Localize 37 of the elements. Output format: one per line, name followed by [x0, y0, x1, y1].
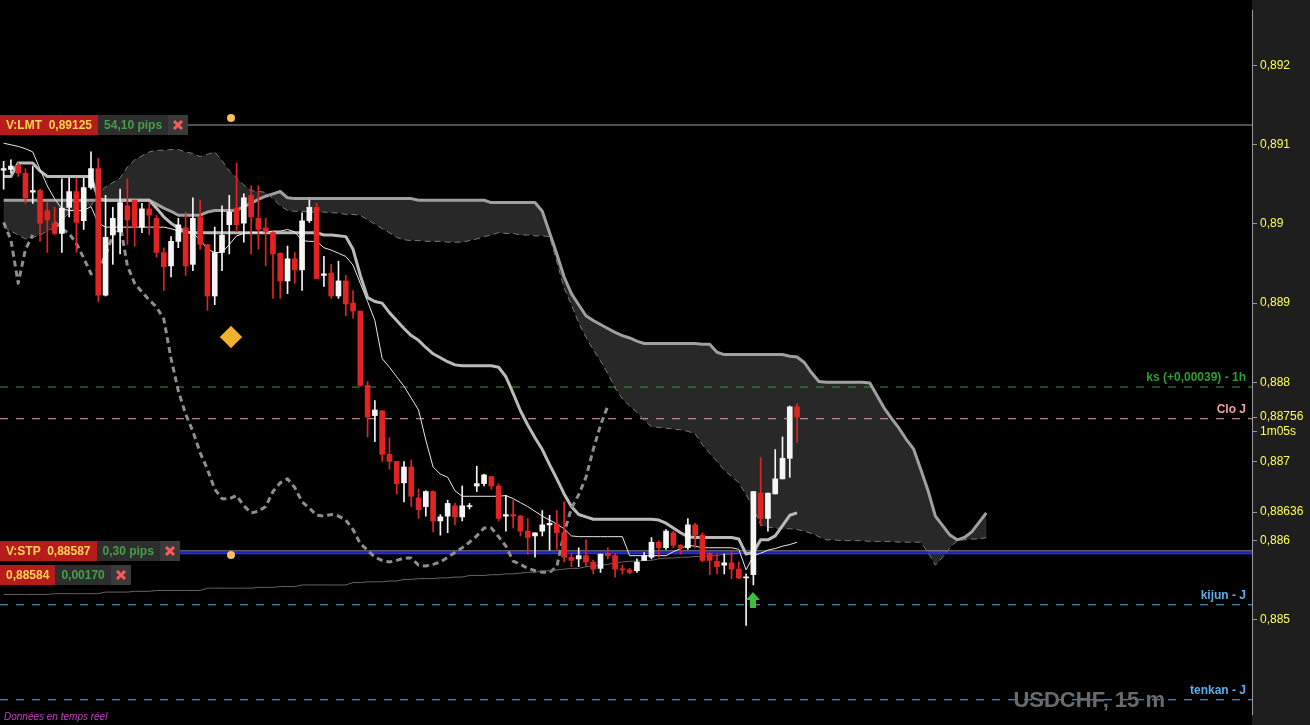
- annotation: 54,10 pips: [98, 114, 169, 135]
- candlestick: [721, 553, 728, 575]
- y-tick-label: 0,887: [1260, 453, 1291, 468]
- candlestick: [532, 532, 538, 558]
- candlestick: [794, 403, 800, 443]
- candlestick: [321, 256, 327, 287]
- annotation: V:LMT 0,89125: [0, 114, 99, 135]
- annotation: Données en temps réel: [4, 711, 108, 722]
- y-tick-label: 0,89: [1260, 216, 1284, 231]
- candlestick: [575, 547, 582, 568]
- y-tick-label: 0,885: [1260, 612, 1291, 627]
- y-tick-label: 0,88636: [1260, 504, 1304, 519]
- ref-line-label: tenkan - J: [1189, 683, 1246, 698]
- annotation: 0,00170: [55, 564, 111, 585]
- y-tick-label: 0,892: [1260, 57, 1291, 72]
- text: USDCHF, 15 m: [1013, 687, 1165, 713]
- annotation: 0,88584: [0, 564, 56, 585]
- candlestick: [503, 495, 509, 532]
- candlestick: [226, 195, 233, 255]
- y-tick-label: 0,891: [1260, 137, 1291, 152]
- ref-line-label: Clo J: [1216, 402, 1246, 417]
- ref-line-label: ks (+0,00039) - 1h: [1146, 370, 1246, 385]
- ref-line-label: kijun - J: [1200, 588, 1246, 603]
- candlestick: [524, 518, 531, 555]
- annotation: 0,30 pips: [96, 540, 160, 561]
- candlestick: [8, 159, 14, 174]
- candlestick: [262, 218, 269, 267]
- candlestick: [146, 202, 153, 236]
- y-tick-label: 0,88756: [1260, 409, 1304, 424]
- y-tick-label: 0,889: [1260, 295, 1291, 310]
- y-tick-label: 0,886: [1260, 532, 1291, 547]
- candlestick: [510, 499, 516, 529]
- candlestick: [372, 400, 378, 442]
- y-tick-label: 0,888: [1260, 374, 1291, 389]
- annotation: V:STP 0,88587: [0, 540, 97, 561]
- candlestick: [29, 165, 36, 204]
- y-tick-label: 1m05s: [1260, 423, 1297, 438]
